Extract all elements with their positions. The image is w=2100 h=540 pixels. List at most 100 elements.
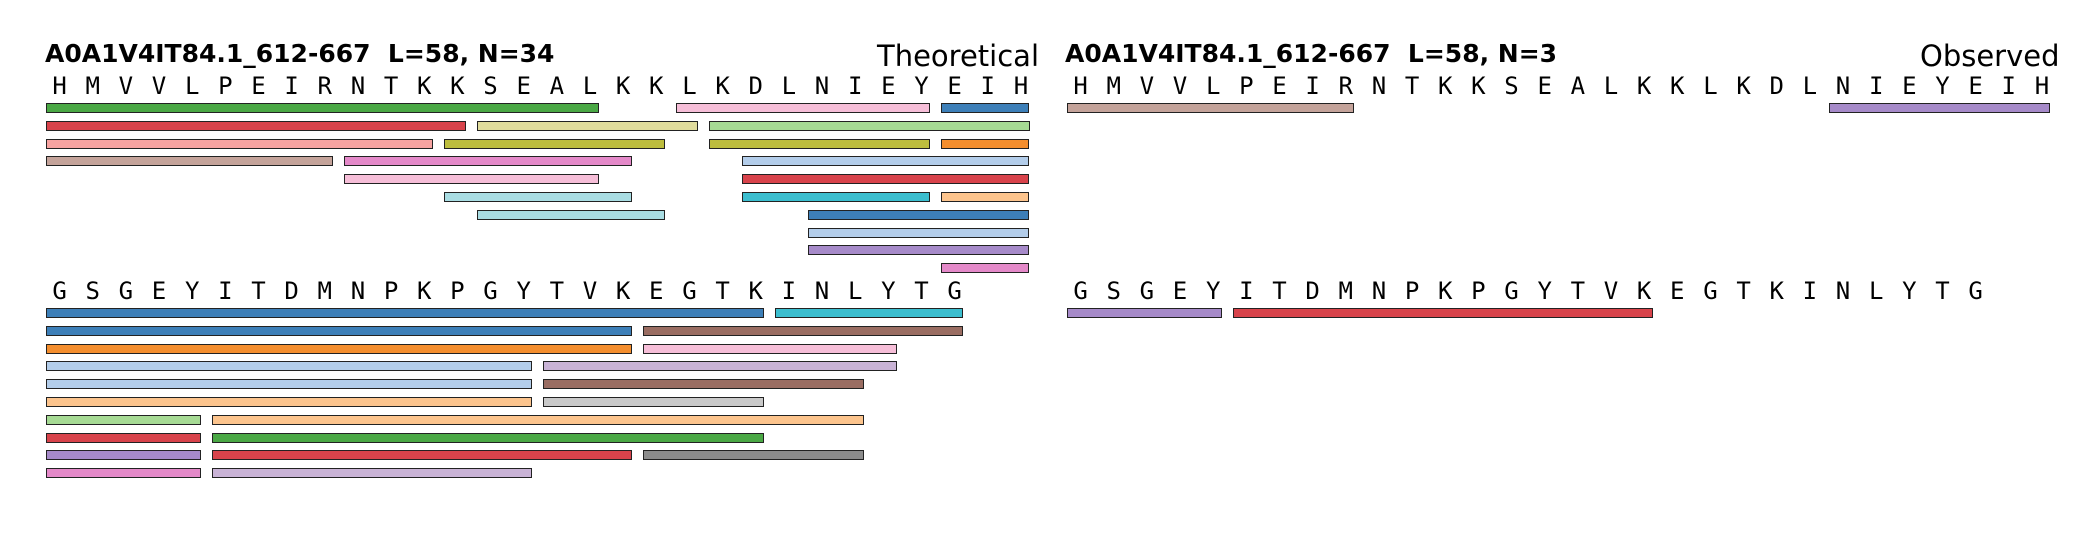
residue-letter: E	[516, 72, 531, 100]
residue-letter: D	[748, 72, 763, 100]
residue-letter: N	[1371, 277, 1387, 305]
peptide-bar	[46, 103, 599, 113]
residue-letter: P	[383, 277, 399, 305]
peptide-bar	[443, 138, 665, 149]
residue-letter: A	[549, 72, 565, 100]
residue-letter: H	[1073, 72, 1088, 100]
residue-letter: V	[1603, 277, 1619, 305]
residue-letter: G	[52, 277, 67, 305]
residue-letter: E	[251, 72, 266, 100]
peptide-bar	[941, 192, 1030, 202]
residue-letter: K	[748, 277, 763, 305]
peptide-bar	[642, 450, 864, 461]
residue-letter: G	[1703, 277, 1718, 305]
residue-letter: E	[1902, 72, 1917, 100]
peptide-bar	[543, 361, 897, 372]
residue-letter: K	[1670, 72, 1685, 100]
residue-letter: S	[1504, 72, 1519, 100]
peptide-bar	[941, 263, 1030, 274]
residue-letter: G	[483, 277, 498, 305]
peptide-bar	[808, 245, 1030, 256]
residue-letter: I	[1802, 277, 1818, 305]
peptide-bar	[46, 414, 201, 425]
peptide-bar	[808, 209, 1030, 220]
peptide-bar	[443, 192, 632, 202]
peptide-bar	[211, 468, 533, 479]
peptide-bar	[709, 138, 931, 149]
residue-letter: M	[85, 72, 100, 100]
peptide-bar	[46, 138, 433, 149]
peptide-bar	[476, 120, 698, 131]
peptide-bar	[46, 450, 201, 461]
peptide-bar	[211, 432, 765, 443]
peptide-bar	[476, 209, 665, 220]
residue-letter: Y	[914, 72, 929, 100]
residue-letter: V	[1172, 72, 1188, 100]
residue-letter: T	[383, 72, 399, 100]
residue-letter: Y	[1935, 72, 1950, 100]
residue-letter: V	[1139, 72, 1155, 100]
residue-letter: D	[1305, 277, 1320, 305]
residue-letter: S	[1106, 277, 1121, 305]
residue-letter: K	[1636, 277, 1652, 305]
residue-letter: K	[615, 277, 631, 305]
observed-panel-title: A0A1V4IT84.1_612-667 L=58, N=3	[1065, 39, 1558, 68]
residue-letter: P	[1404, 277, 1420, 305]
peptide-bar	[642, 343, 897, 354]
residue-letter: G	[118, 277, 134, 305]
residue-letter: K	[1471, 72, 1486, 100]
residue-letter: E	[1272, 72, 1287, 100]
residue-letter: E	[649, 277, 664, 305]
residue-letter: M	[1106, 72, 1121, 100]
peptide-bar	[211, 414, 864, 425]
residue-letter: E	[1670, 277, 1685, 305]
residue-letter: R	[317, 72, 332, 100]
residue-letter: Y	[1537, 277, 1552, 305]
peptide-bar	[675, 103, 931, 113]
residue-letter: K	[1736, 72, 1751, 100]
residue-letter: G	[1504, 277, 1519, 305]
residue-letter: I	[781, 277, 797, 305]
peptide-bar	[46, 361, 533, 372]
peptide-bar	[46, 397, 533, 407]
residue-letter: D	[1769, 72, 1784, 100]
peptide-bar	[46, 156, 334, 167]
residue-letter: I	[980, 72, 995, 100]
residue-letter: R	[1338, 72, 1353, 100]
residue-letter: T	[1736, 277, 1751, 305]
residue-letter: P	[450, 277, 465, 305]
residue-letter: T	[1570, 277, 1586, 305]
residue-letter: K	[715, 72, 730, 100]
peptide-bar	[775, 308, 964, 318]
residue-letter: K	[615, 72, 631, 100]
residue-letter: E	[1172, 277, 1188, 305]
residue-letter: N	[1371, 72, 1387, 100]
residue-letter: N	[814, 72, 830, 100]
peptide-bar	[742, 156, 1030, 167]
residue-letter: I	[847, 72, 863, 100]
peptide-bar	[808, 227, 1030, 238]
residue-letter: K	[1769, 277, 1784, 305]
residue-letter: Y	[881, 277, 896, 305]
residue-letter: K	[450, 72, 465, 100]
residue-letter: Y	[516, 277, 531, 305]
residue-letter: P	[1239, 72, 1254, 100]
residue-letter: G	[1968, 277, 1983, 305]
residue-letter: L	[682, 72, 697, 100]
residue-letter: E	[1537, 72, 1552, 100]
residue-letter: L	[847, 277, 863, 305]
residue-letter: I	[1868, 72, 1884, 100]
peptide-bar	[941, 103, 1030, 113]
residue-letter: N	[350, 72, 366, 100]
residue-letter: N	[1835, 277, 1851, 305]
residue-letter: L	[781, 72, 797, 100]
residue-letter: H	[1013, 72, 1029, 100]
peptide-bar	[46, 120, 466, 131]
residue-letter: K	[649, 72, 664, 100]
peptide-bar	[642, 325, 964, 336]
peptide-bar	[46, 308, 765, 318]
peptide-bar	[211, 450, 632, 461]
residue-letter: D	[284, 277, 299, 305]
residue-letter: I	[218, 277, 233, 305]
residue-letter: M	[317, 277, 332, 305]
